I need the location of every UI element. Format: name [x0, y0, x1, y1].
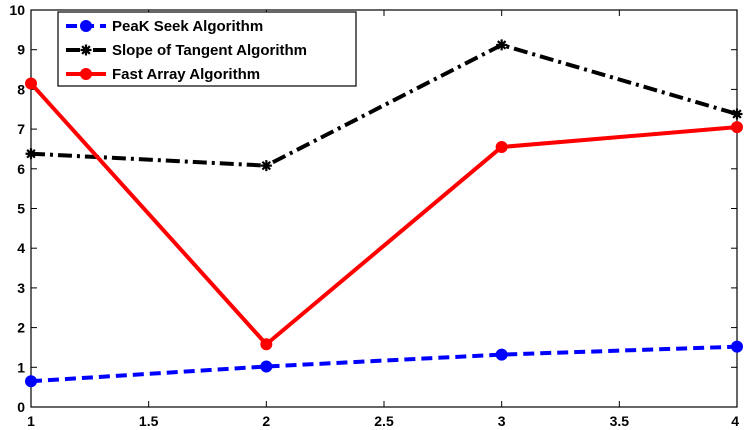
- legend-marker-star: [80, 44, 92, 56]
- y-tick-label: 0: [17, 399, 25, 415]
- x-tick-label: 1: [27, 413, 35, 429]
- legend-marker: [80, 68, 92, 80]
- data-point-star: [731, 108, 743, 120]
- x-tick-label: 2: [262, 413, 270, 429]
- data-point: [260, 338, 273, 351]
- legend-box: [57, 11, 357, 87]
- legend-label: Slope of Tangent Algorithm: [112, 42, 307, 59]
- y-axis: 0 1 2 3 4 5 6 7 8 9 10: [9, 2, 737, 415]
- y-tick-label: 10: [9, 2, 25, 18]
- data-point: [260, 360, 273, 373]
- y-tick-label: 8: [17, 81, 25, 97]
- y-tick-label: 4: [17, 240, 25, 256]
- series-1: [25, 39, 743, 172]
- series-line-1: [30, 42, 738, 168]
- legend-label: PeaK Seek Algorithm: [112, 18, 263, 35]
- legend: PeaK Seek Algorithm Slope of Tangent Algo…: [57, 11, 357, 87]
- data-point: [495, 348, 508, 361]
- data-point: [25, 375, 37, 388]
- y-tick-label: 2: [17, 320, 25, 336]
- data-point-star: [25, 148, 37, 160]
- x-tick-label: 4: [731, 413, 739, 429]
- x-tick-label: 3: [498, 413, 506, 429]
- y-tick-label: 1: [17, 359, 25, 375]
- data-point: [731, 121, 743, 134]
- legend-label: Fast Array Algorithm: [112, 66, 260, 83]
- y-tick-label: 9: [17, 42, 25, 58]
- x-tick-label: 2.5: [374, 413, 394, 429]
- y-tick-label: 5: [17, 201, 25, 217]
- y-tick-label: 7: [17, 121, 25, 137]
- series-line-2: [29, 82, 738, 347]
- x-tick-label: 3.5: [610, 413, 630, 429]
- data-point-star: [496, 39, 508, 51]
- data-point: [25, 77, 37, 90]
- x-tick-label: 1.5: [139, 413, 159, 429]
- y-tick-label: 6: [17, 161, 25, 177]
- series-2: [25, 77, 743, 351]
- y-tick-label: 3: [17, 280, 25, 296]
- data-point: [495, 140, 508, 153]
- data-point: [731, 340, 743, 353]
- series-0: [25, 340, 743, 388]
- data-point-star: [260, 160, 272, 172]
- series-layer: [25, 39, 743, 388]
- legend-marker: [80, 20, 92, 32]
